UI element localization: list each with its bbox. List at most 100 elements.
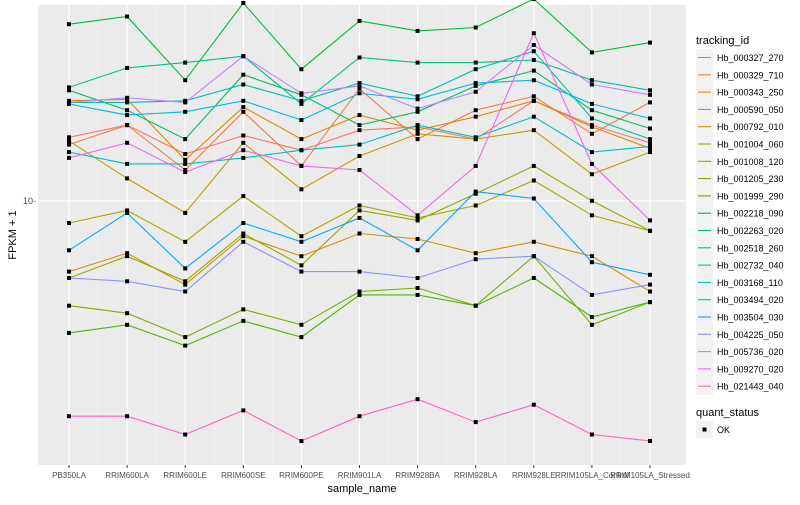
data-point [589,292,594,297]
data-point [125,100,130,105]
data-point [183,266,188,271]
data-point [183,210,188,215]
data-point [67,135,71,140]
data-point [67,155,71,160]
x-tick-label: RRIM928LE [512,471,556,480]
data-point [299,101,304,106]
data-point [67,85,71,90]
data-point [415,248,420,253]
data-point [183,60,188,65]
shape-legend-title: quant_status [696,407,759,419]
data-point [241,239,246,244]
data-point [241,408,246,413]
data-point [648,140,652,145]
data-point [473,60,478,65]
data-point [415,97,420,102]
data-point [415,123,420,128]
data-point [531,68,536,73]
legend: Hb_000327_270 Hb_000329_710 Hb_000343_250 H… [696,49,784,395]
data-point [531,49,536,54]
data-point [125,95,130,100]
data-point [125,140,130,145]
legend-label: Hb_002263_020 [717,226,784,236]
data-point [357,154,362,158]
data-point [357,292,362,297]
data-point [241,82,246,87]
data-point [589,254,594,259]
data-point [183,161,188,166]
data-point [473,67,478,72]
data-point [473,81,478,86]
data-point [589,213,594,218]
data-point [125,108,130,113]
shape-legend-label: OK [717,425,730,435]
data-point [648,272,652,277]
data-point [531,114,536,119]
data-point [648,92,652,97]
x-tick-label: RRIM928BA [395,471,440,480]
data-point [357,55,362,60]
data-point [648,282,652,287]
data-point [241,98,246,103]
data-point [589,172,594,177]
data-point [67,303,71,308]
data-point [357,168,362,172]
data-point [357,123,362,128]
data-point [67,248,71,253]
data-point [125,210,130,215]
data-point [589,78,594,83]
y-tick-label: 10- [23,196,36,206]
legend-label: Hb_001999_290 [717,191,784,201]
data-point [648,100,652,105]
data-point [531,196,536,201]
data-point [183,239,188,244]
y-axis-ticks: 10- [23,196,36,206]
data-point [648,137,652,142]
data-point [473,189,478,194]
data-point [648,40,652,45]
data-point [648,150,652,155]
legend-label: Hb_000792_010 [717,122,784,132]
data-point [589,131,594,136]
data-point [415,28,420,33]
data-point [531,43,536,47]
legend-label: Hb_003504_030 [717,313,784,323]
data-point [648,88,652,93]
data-point [183,289,188,294]
data-point [183,152,188,156]
data-point [648,218,652,223]
x-tick-label: RRIM105LA_Stressed [610,471,690,480]
data-point [531,78,536,83]
data-point [241,140,246,145]
data-point [589,124,594,129]
data-point [125,14,130,19]
data-point [531,94,536,99]
data-point [415,128,420,133]
data-point [299,163,304,168]
data-point [415,94,420,99]
x-tick-label: RRIM928LA [454,471,498,480]
data-point [67,138,71,143]
data-point [589,108,594,113]
data-point [241,133,246,138]
data-point [125,322,130,327]
data-point [531,178,536,183]
legend-title: tracking_id [696,35,749,47]
data-point [299,137,304,142]
data-point [415,397,420,402]
data-point [241,194,246,199]
data-point [648,289,652,294]
data-point [299,234,304,239]
data-point [67,414,71,419]
data-point [589,260,594,265]
data-point [183,282,188,287]
data-point [241,155,246,160]
data-point [473,203,478,208]
data-point [183,137,188,142]
data-point [589,150,594,155]
x-axis-ticks: PB350LA RRIM600LA RRIM600LE RRIM600SE RRIM60… [52,465,690,480]
data-point [473,108,478,113]
data-point [67,330,71,335]
legend-label: Hb_001008_120 [717,157,784,167]
